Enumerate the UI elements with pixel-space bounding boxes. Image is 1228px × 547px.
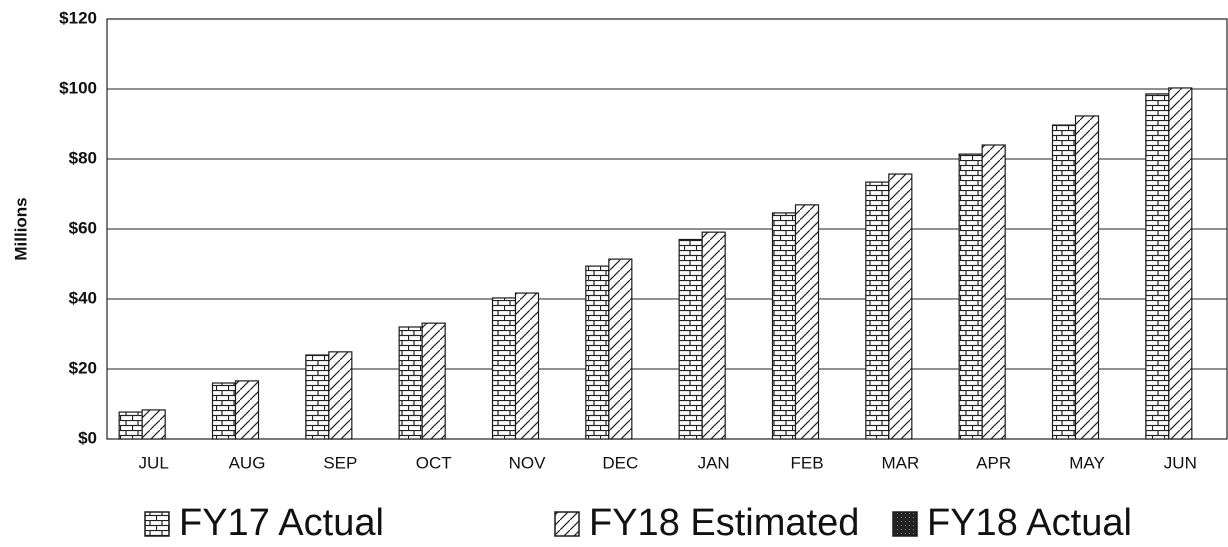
- y-tick-label: $120: [59, 8, 97, 27]
- bar: [328, 351, 353, 440]
- y-tick-label: $20: [69, 358, 97, 377]
- y-tick-label: $40: [69, 288, 97, 307]
- bar: [981, 144, 1006, 440]
- bar: [608, 258, 633, 440]
- x-tick-label: JUN: [1164, 453, 1197, 472]
- bar: [1168, 87, 1193, 440]
- bar: [1145, 93, 1170, 440]
- x-tick-label: NOV: [509, 453, 547, 472]
- x-tick-label: MAR: [881, 453, 919, 472]
- x-tick-label: MAY: [1069, 453, 1105, 472]
- x-tick-label: APR: [976, 453, 1011, 472]
- x-tick-label: FEB: [790, 453, 823, 472]
- bar: [1051, 124, 1077, 440]
- bar: [141, 409, 166, 440]
- legend-label: FY18 Actual: [927, 502, 1132, 544]
- y-tick-label: $100: [59, 78, 97, 97]
- bar: [211, 382, 237, 440]
- bar: [794, 204, 820, 440]
- bar: [678, 238, 703, 440]
- x-tick-label: SEP: [323, 453, 357, 472]
- bar: [398, 326, 423, 440]
- bar: [118, 411, 143, 440]
- bar: [491, 297, 517, 440]
- bar: [771, 212, 797, 440]
- x-tick-label: JAN: [698, 453, 730, 472]
- bar: [305, 354, 330, 440]
- y-axis-label: Millions: [11, 197, 30, 260]
- bar: [234, 380, 260, 440]
- legend-swatch: [144, 511, 170, 537]
- x-tick-label: AUG: [229, 453, 266, 472]
- bar: [585, 265, 610, 440]
- legend-swatch: [892, 511, 918, 537]
- legend-label: FY17 Actual: [179, 502, 384, 544]
- bar: [701, 231, 726, 440]
- bar: [888, 173, 913, 440]
- y-tick-label: $80: [69, 148, 97, 167]
- bar: [865, 181, 890, 440]
- x-tick-label: OCT: [416, 453, 452, 472]
- x-tick-label: JUL: [139, 453, 169, 472]
- bar: [1074, 115, 1100, 440]
- legend-swatch: [554, 511, 580, 537]
- bar: [958, 153, 983, 440]
- bar: [514, 292, 540, 440]
- bar: [421, 322, 446, 440]
- y-tick-label: $60: [69, 218, 97, 237]
- legend-label: FY18 Estimated: [589, 502, 859, 544]
- x-tick-label: DEC: [602, 453, 638, 472]
- y-tick-label: $0: [78, 428, 97, 447]
